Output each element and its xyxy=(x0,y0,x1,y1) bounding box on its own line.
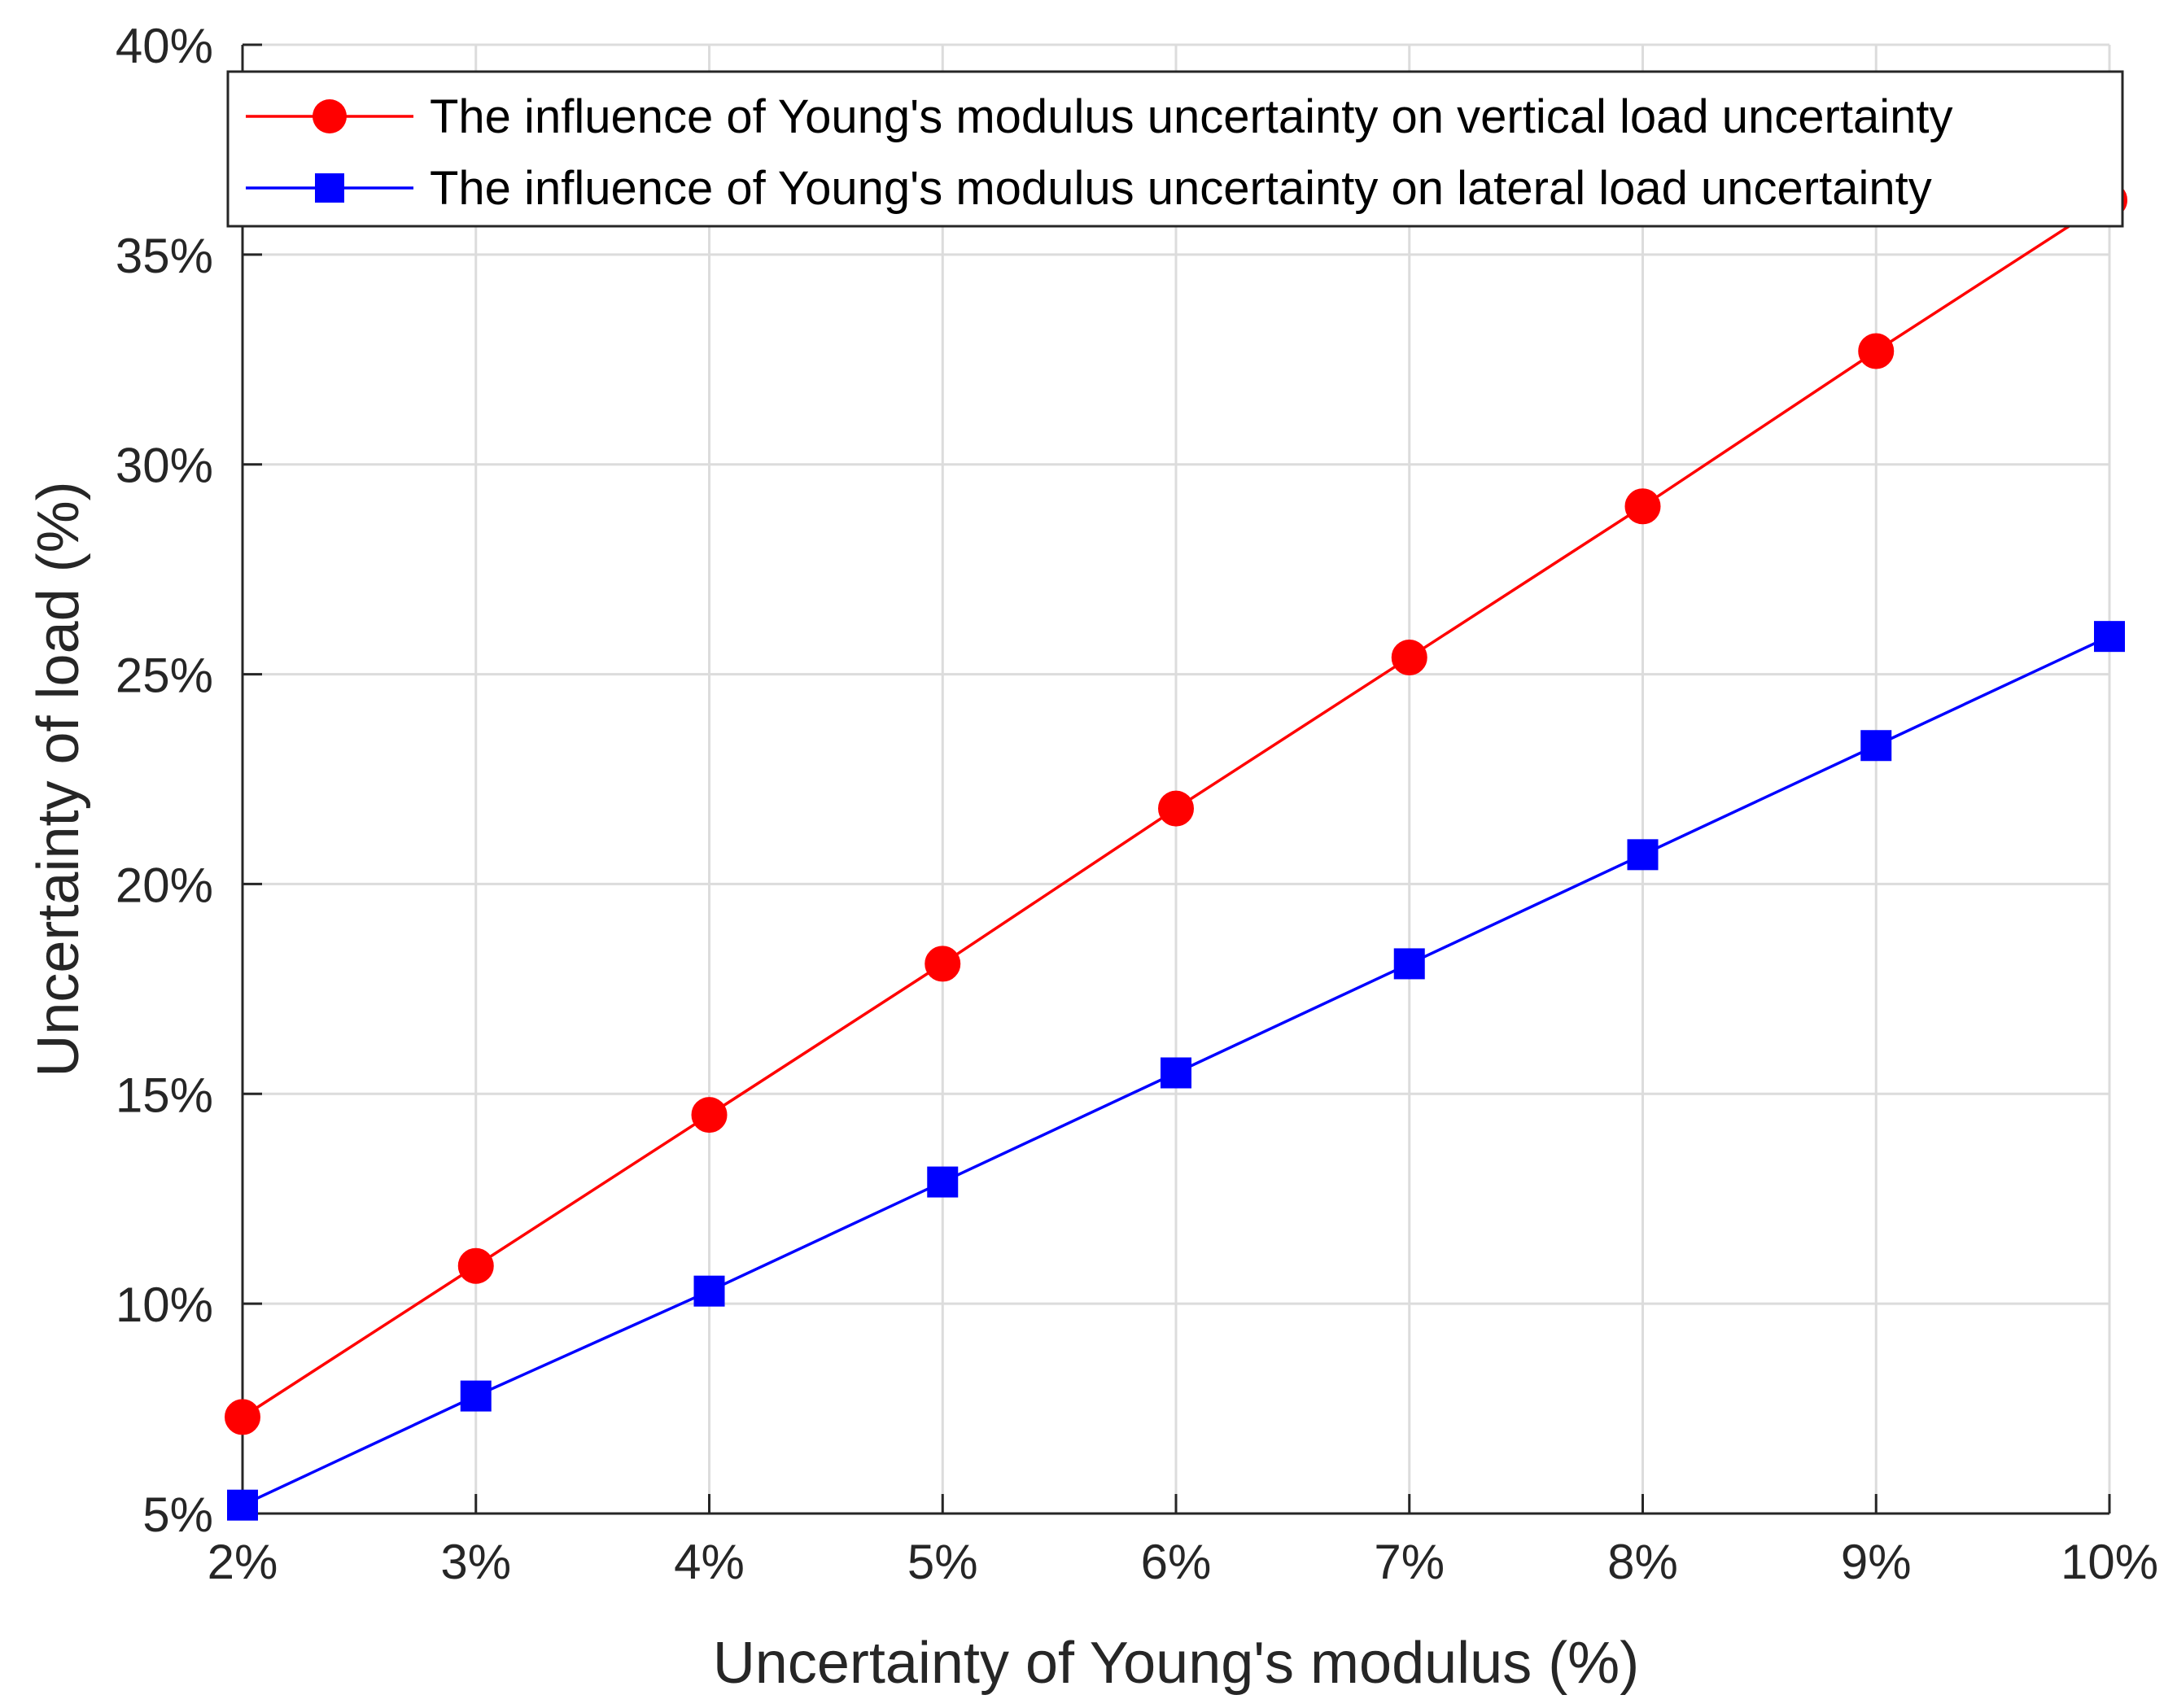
data-point-circle xyxy=(457,1247,494,1284)
data-point-square xyxy=(227,1489,258,1521)
y-tick-label: 5% xyxy=(142,1487,213,1542)
data-point-square xyxy=(693,1275,725,1307)
x-tick-label: 8% xyxy=(1607,1535,1678,1589)
y-tick-label: 10% xyxy=(116,1278,213,1332)
series-lateral-load xyxy=(227,621,2125,1521)
data-point-circle xyxy=(1158,790,1194,827)
data-point-square xyxy=(927,1166,959,1198)
data-point-square xyxy=(1860,730,1892,762)
data-point-circle xyxy=(225,1399,260,1435)
legend-label: The influence of Young's modulus uncerta… xyxy=(430,90,1952,143)
x-tick-label: 7% xyxy=(1374,1535,1445,1589)
plot-series xyxy=(225,181,2127,1521)
x-tick-label: 3% xyxy=(440,1535,511,1589)
data-point-circle xyxy=(1624,488,1661,525)
x-tick-label: 9% xyxy=(1841,1535,1912,1589)
y-tick-label: 40% xyxy=(116,19,213,73)
data-point-square xyxy=(460,1380,492,1412)
data-point-square xyxy=(2094,621,2125,653)
grid xyxy=(241,43,2111,1515)
legend-entry: The influence of Young's modulus uncerta… xyxy=(246,162,1932,215)
legend-box xyxy=(226,70,2124,228)
data-point-circle xyxy=(1391,639,1427,675)
data-point-square xyxy=(1161,1057,1191,1089)
y-axis-label: Uncertainty of load (%) xyxy=(26,481,91,1077)
y-tick-label: 20% xyxy=(116,858,213,912)
y-tick-label: 15% xyxy=(116,1068,213,1122)
data-point-square xyxy=(1627,839,1659,871)
legend-circle-marker xyxy=(313,99,347,133)
data-point-circle xyxy=(1858,333,1895,369)
axes: 2% 3% 4% 5% 6% 7% 8% 9% 10% 5% 10% 15% 20% 25% 30% 35% 4… xyxy=(116,19,2158,1589)
x-tick-label: 4% xyxy=(674,1535,745,1589)
y-tick-label: 30% xyxy=(116,439,213,493)
data-point-circle xyxy=(925,946,961,982)
legend-entry: The influence of Young's modulus uncerta… xyxy=(246,90,1952,143)
x-axis-label: Uncertainty of Young's modulus (%) xyxy=(713,1631,1639,1696)
legend-label: The influence of Young's modulus uncerta… xyxy=(430,162,1932,215)
legend-square-marker xyxy=(315,173,344,203)
y-tick-label: 25% xyxy=(116,649,213,703)
y-tick-label: 35% xyxy=(116,229,213,283)
x-tick-label: 6% xyxy=(1141,1535,1212,1589)
legend: The influence of Young's modulus uncerta… xyxy=(226,70,2124,228)
x-tick-label: 10% xyxy=(2061,1535,2158,1589)
data-point-circle xyxy=(691,1097,728,1134)
data-point-square xyxy=(1393,948,1425,980)
x-tick-label: 5% xyxy=(907,1535,978,1589)
x-tick-label: 2% xyxy=(208,1535,278,1589)
series-vertical-load xyxy=(225,181,2127,1435)
